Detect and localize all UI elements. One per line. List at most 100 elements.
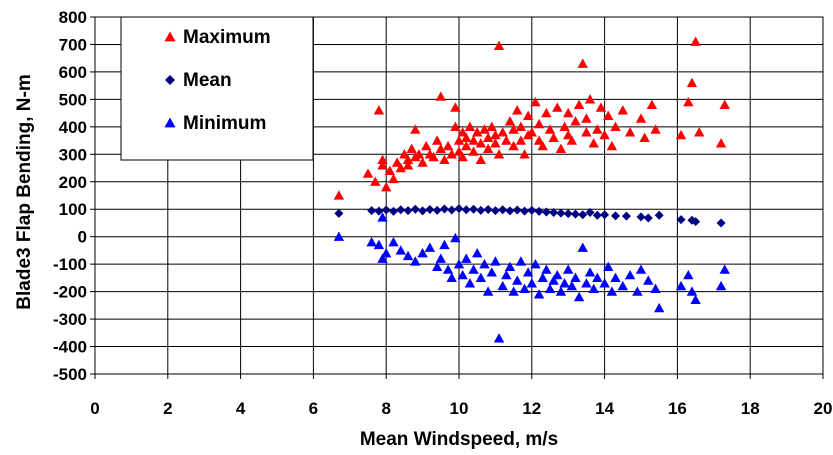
maximum-point <box>694 127 705 137</box>
minimum-point <box>431 261 443 272</box>
maximum-point <box>515 121 527 132</box>
minimum-point <box>522 267 534 277</box>
maximum-point <box>402 160 414 170</box>
minimum-point <box>417 247 428 258</box>
maximum-point <box>566 135 578 145</box>
legend-box <box>120 16 314 161</box>
minimum-point <box>493 333 505 343</box>
maximum-point <box>457 127 468 137</box>
maximum-point <box>581 127 592 137</box>
minimum-point <box>715 280 727 291</box>
minimum-point <box>457 269 468 280</box>
mean-point <box>676 215 686 225</box>
y-tick-label: -400 <box>53 338 87 357</box>
maximum-point <box>472 127 483 137</box>
mean-point <box>334 208 344 218</box>
minimum-point <box>515 256 527 266</box>
maximum-point <box>610 121 621 132</box>
legend-marker-maximum <box>164 31 176 42</box>
maximum-point <box>475 154 487 164</box>
minimum-point <box>584 267 596 277</box>
maximum-point <box>373 105 385 115</box>
maximum-point <box>493 149 505 159</box>
minimum-point <box>439 239 450 250</box>
maximum-point <box>461 140 472 151</box>
maximum-point <box>410 124 421 134</box>
data-points <box>333 36 730 343</box>
y-axis-ticks: 800 700 600 500 400 300 200 100 0 -100 -200 -300 -40… <box>53 8 95 384</box>
x-axis-title: Mean Windspeed, m/s <box>360 429 558 450</box>
maximum-point <box>450 121 461 132</box>
minimum-point <box>442 264 454 274</box>
maximum-point <box>570 116 581 126</box>
maximum-point <box>606 140 618 151</box>
minimum-point <box>482 286 494 296</box>
maximum-point <box>548 132 559 142</box>
mean-point <box>541 207 551 217</box>
maximum-point <box>413 149 425 159</box>
mean-point <box>432 205 442 215</box>
minimum-point <box>610 272 621 283</box>
x-tick-label: 12 <box>522 399 541 418</box>
maximum-point <box>573 99 585 110</box>
minimum-point <box>606 286 618 296</box>
minimum-point <box>435 253 446 263</box>
maximum-point <box>635 113 647 123</box>
minimum-point <box>366 236 377 247</box>
minimum-point <box>555 286 567 296</box>
y-tick-label: 400 <box>59 118 87 137</box>
maximum-point <box>399 149 410 159</box>
maximum-point <box>395 162 406 173</box>
mean-point <box>483 205 493 215</box>
minimum-point <box>573 291 585 302</box>
maximum-point <box>563 129 574 140</box>
minimum-point <box>530 258 541 269</box>
minimum-point <box>486 267 497 277</box>
mean-point <box>527 205 537 215</box>
maximum-point <box>522 110 534 121</box>
maximum-point <box>490 138 501 148</box>
mean-point <box>534 206 544 216</box>
minimum-point <box>395 245 406 255</box>
maximum-point <box>377 154 388 164</box>
minimum-point <box>617 280 628 291</box>
maximum-point <box>526 127 537 137</box>
mean-point <box>636 212 646 222</box>
minimum-point <box>453 258 465 269</box>
maximum-point <box>435 143 446 153</box>
y-tick-label: -200 <box>53 283 87 302</box>
minimum-point <box>501 269 512 280</box>
maximum-point <box>646 99 658 110</box>
maximum-point <box>417 157 428 167</box>
mean-point <box>556 208 566 218</box>
minimum-point <box>497 280 508 291</box>
minimum-point <box>563 264 574 274</box>
maximum-point <box>512 105 523 115</box>
minimum-point <box>333 231 345 241</box>
maximum-point <box>384 165 396 175</box>
series-mean <box>334 204 726 228</box>
minimum-point <box>519 283 530 294</box>
mean-point <box>490 206 500 216</box>
maximum-point <box>515 135 527 145</box>
maximum-point <box>508 124 519 134</box>
legend-label-maximum: Maximum <box>183 27 271 48</box>
mean-point <box>439 204 449 214</box>
minimum-point <box>635 264 647 274</box>
maximum-point <box>464 121 476 132</box>
minimum-point <box>570 272 581 283</box>
maximum-point <box>555 143 567 153</box>
maximum-point <box>504 116 516 126</box>
minimum-point <box>373 239 385 250</box>
minimum-point <box>446 272 457 283</box>
mean-point <box>454 204 464 214</box>
mean-point <box>461 205 471 215</box>
maximum-point <box>690 36 701 46</box>
maximum-point <box>468 146 479 156</box>
x-tick-label: 10 <box>450 399 469 418</box>
minimum-point <box>624 269 636 280</box>
y-axis-title: Blade3 Flap Bending, N-m <box>14 74 35 309</box>
maximum-point <box>584 94 596 104</box>
maximum-point <box>450 102 461 112</box>
mean-point <box>654 210 664 220</box>
